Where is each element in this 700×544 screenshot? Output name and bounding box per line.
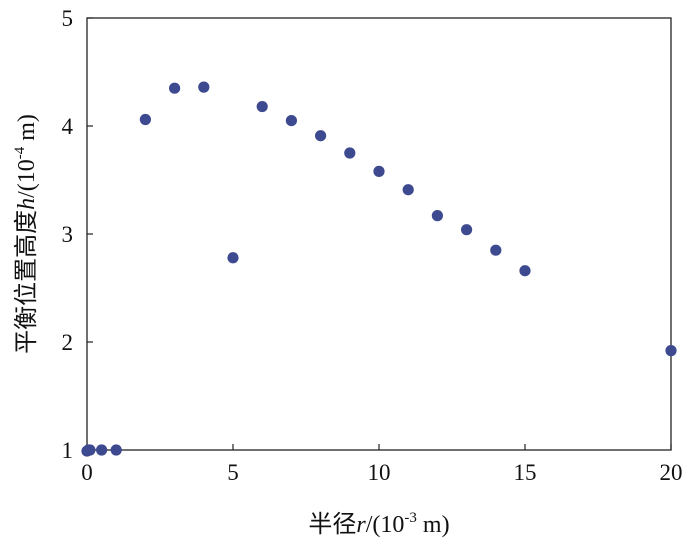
data-point <box>402 184 414 196</box>
y-axis-title-unit-end: m) <box>14 114 40 147</box>
data-point <box>96 444 108 456</box>
x-axis-title-unit: /(10 <box>366 512 405 538</box>
x-axis-title-exp: -3 <box>404 510 417 526</box>
x-axis-ticks: 0 5 10 15 20 <box>81 444 683 485</box>
data-point <box>169 82 181 94</box>
x-tick-label: 0 <box>81 460 93 485</box>
data-point <box>110 444 122 456</box>
x-axis-title-prefix: 半径 <box>308 511 356 538</box>
x-axis-title-unit-end: m) <box>417 512 450 538</box>
x-tick-label: 10 <box>368 460 391 485</box>
data-point <box>431 210 443 222</box>
x-axis-title-var: r <box>356 512 366 538</box>
y-tick-label: 2 <box>62 330 74 355</box>
y-axis-title-exp: -4 <box>12 146 28 159</box>
x-tick-label: 20 <box>660 460 683 485</box>
data-point <box>84 444 96 456</box>
data-point <box>285 115 297 127</box>
data-point <box>461 224 473 236</box>
y-tick-label: 5 <box>62 6 74 31</box>
y-tick-label: 3 <box>62 222 74 247</box>
data-point <box>490 244 502 256</box>
y-axis-title-prefix: 平衡位置高度 <box>13 210 40 354</box>
x-tick-label: 15 <box>514 460 537 485</box>
y-tick-label: 4 <box>62 114 74 139</box>
y-axis-title-unit: /(10 <box>14 159 40 198</box>
data-point <box>519 265 531 277</box>
data-point <box>315 130 327 142</box>
data-point <box>344 147 356 159</box>
y-axis-ticks: 1 2 3 4 5 <box>62 6 93 463</box>
data-point <box>256 100 268 113</box>
data-point <box>139 113 151 126</box>
data-point <box>198 81 210 93</box>
y-axis-title-var: h <box>14 198 40 210</box>
y-axis-title: 平衡位置高度h/(10-4 m) <box>12 114 40 354</box>
data-point <box>227 252 239 264</box>
data-point <box>665 345 677 357</box>
y-tick-label: 1 <box>62 438 74 463</box>
data-point <box>373 165 385 177</box>
x-tick-label: 5 <box>227 460 239 485</box>
data-points <box>81 81 677 457</box>
x-axis-title: 半径r/(10-3 m) <box>308 510 449 538</box>
